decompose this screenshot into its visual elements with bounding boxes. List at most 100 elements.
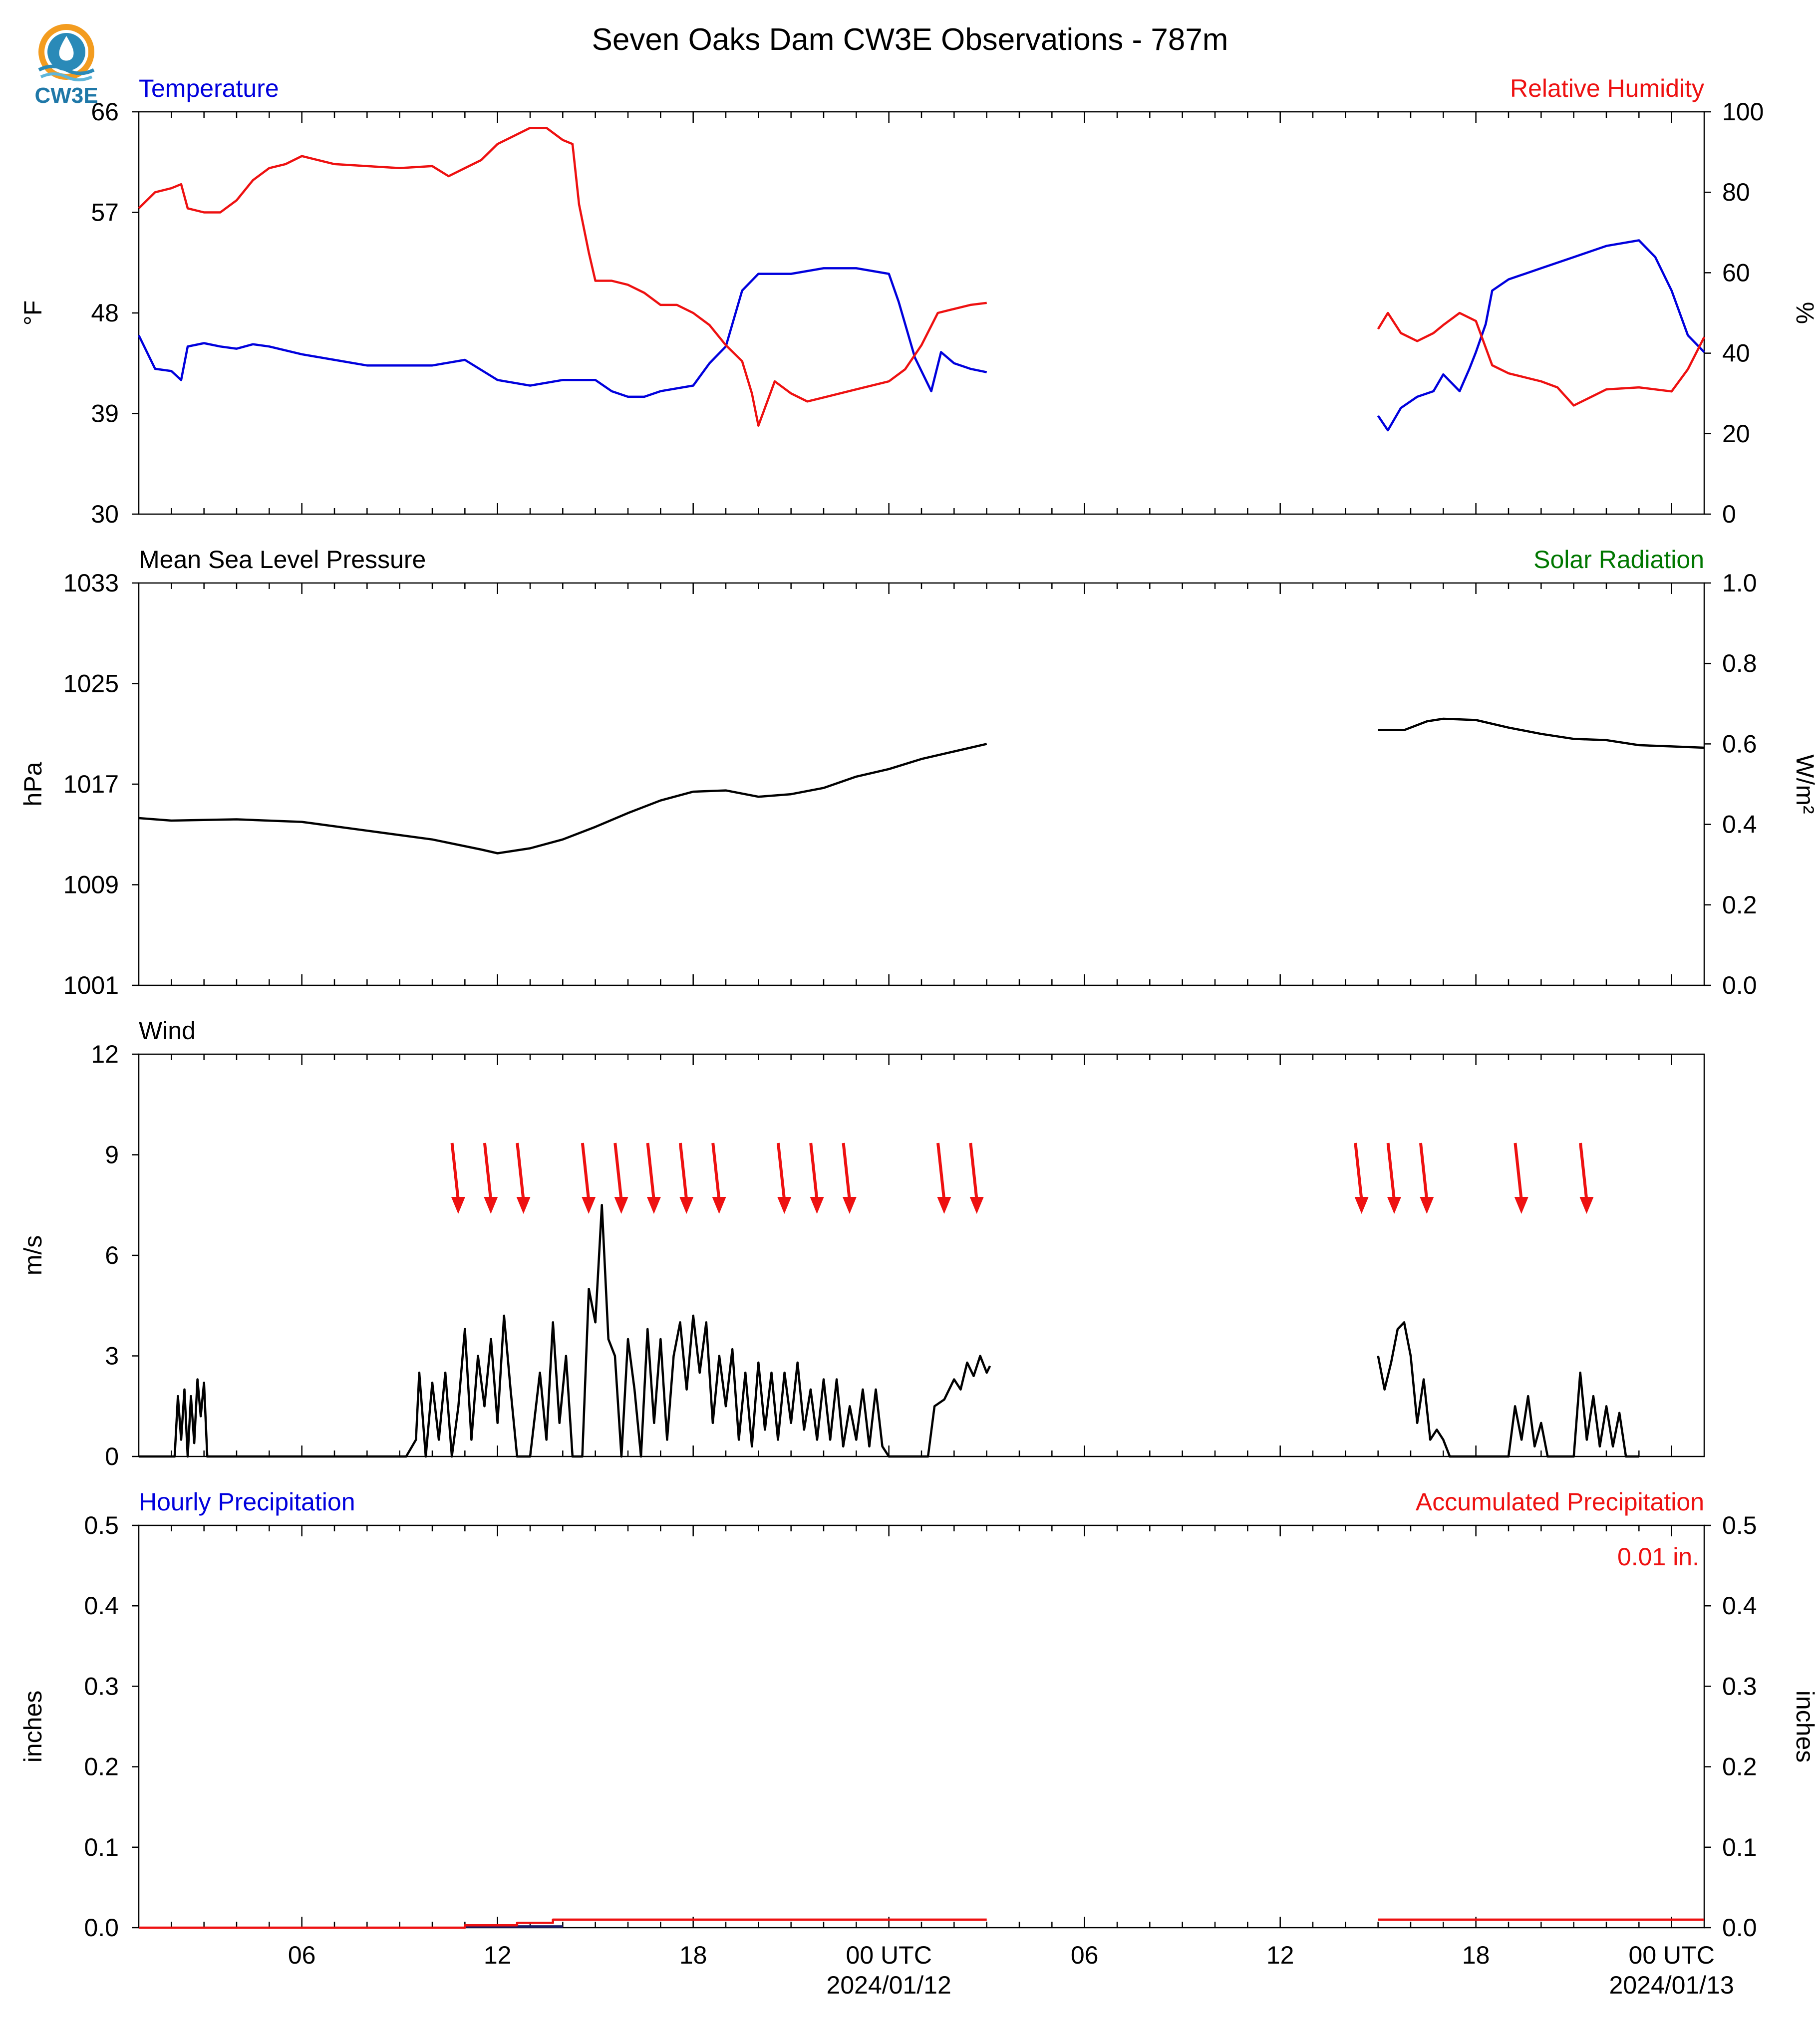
x-tick-label: 00 UTC — [1629, 1941, 1715, 1969]
series-line-wind — [139, 1204, 991, 1458]
y-tick-label: 0.1 — [84, 1833, 119, 1861]
y-right-tick-label: 0.5 — [1722, 1511, 1757, 1539]
x-date-label: 2024/01/12 — [827, 1971, 951, 1999]
y-right-tick-label: 0.6 — [1722, 730, 1757, 758]
wind-direction-arrow — [969, 1143, 978, 1200]
wind-arrowhead — [451, 1197, 465, 1214]
y-tick-label: 39 — [91, 400, 119, 428]
wind-direction-arrow — [450, 1143, 460, 1200]
wind-arrowhead — [1387, 1197, 1401, 1214]
y-right-tick-label: 0.2 — [1722, 891, 1757, 919]
y-right-tick-label: 20 — [1722, 420, 1750, 448]
series-line-mean-sea-level-pressure — [138, 743, 987, 855]
wind-direction-arrow — [516, 1143, 525, 1200]
y-right-axis-label: inches — [1791, 1691, 1819, 1763]
x-date-label: 2024/01/13 — [1609, 1971, 1734, 1999]
x-tick-label: 18 — [679, 1941, 707, 1969]
water-drop-icon — [59, 36, 74, 61]
logo-text: CW3E — [34, 83, 98, 108]
y-tick-label: 12 — [91, 1040, 119, 1068]
wind-arrowhead — [810, 1197, 824, 1214]
x-tick-label: 00 UTC — [846, 1941, 932, 1969]
panel-temp_rh — [132, 111, 1711, 515]
y-tick-label: 9 — [105, 1141, 119, 1169]
y-right-tick-label: 0.2 — [1722, 1753, 1757, 1781]
series-line-accumulated-precipitation — [139, 1918, 987, 1929]
y-tick-label: 0 — [105, 1443, 119, 1470]
wind-arrowhead — [679, 1197, 694, 1214]
wind-arrowhead — [1420, 1197, 1434, 1214]
y-right-tick-label: 0.0 — [1722, 971, 1757, 999]
wind-direction-arrow — [581, 1143, 591, 1200]
y-tick-label: 48 — [91, 299, 119, 327]
wind-direction-arrow — [678, 1143, 688, 1200]
panel-left-title: Wind — [139, 1017, 196, 1045]
wind-direction-arrow — [1386, 1143, 1396, 1200]
accumulated-total-label: 0.01 in. — [1617, 1543, 1699, 1571]
wind-direction-arrow — [613, 1143, 623, 1200]
wind-arrowhead — [484, 1197, 498, 1214]
series-line-mean-sea-level-pressure — [1378, 717, 1705, 749]
x-tick-label: 12 — [1266, 1941, 1294, 1969]
y-axis-label: hPa — [19, 762, 47, 806]
y-tick-label: 0.3 — [84, 1672, 119, 1700]
y-tick-label: 66 — [91, 98, 119, 126]
wind-arrowhead — [1579, 1197, 1594, 1214]
y-right-tick-label: 0 — [1722, 500, 1736, 528]
plot-frame — [138, 1524, 1705, 1929]
x-tick-label: 06 — [288, 1941, 316, 1969]
y-right-tick-label: 40 — [1722, 339, 1750, 367]
y-tick-label: 1025 — [63, 670, 119, 698]
x-tick-label: 06 — [1071, 1941, 1099, 1969]
y-tick-label: 0.4 — [84, 1592, 119, 1620]
x-tick-label: 18 — [1462, 1941, 1490, 1969]
y-right-tick-label: 0.4 — [1722, 1592, 1757, 1620]
y-right-tick-label: 0.0 — [1722, 1914, 1757, 1942]
wind-direction-arrow — [1354, 1143, 1363, 1200]
cw3e-logo: CW3E — [34, 24, 98, 108]
y-axis-label: °F — [19, 300, 47, 326]
y-tick-label: 0.0 — [84, 1914, 119, 1942]
plot-frame — [138, 1053, 1705, 1457]
y-tick-label: 1009 — [63, 871, 119, 899]
wind-direction-arrow — [1579, 1143, 1588, 1200]
wind-direction-arrow — [711, 1143, 721, 1200]
wind-direction-arrow — [646, 1143, 655, 1200]
y-right-tick-label: 80 — [1722, 178, 1750, 206]
y-tick-label: 0.2 — [84, 1753, 119, 1781]
wind-direction-arrow — [842, 1143, 851, 1200]
wind-arrowhead — [516, 1197, 531, 1214]
y-right-tick-label: 0.8 — [1722, 649, 1757, 677]
y-right-tick-label: 60 — [1722, 259, 1750, 287]
y-tick-label: 57 — [91, 199, 119, 227]
wind-direction-arrow — [776, 1143, 786, 1200]
series-line-temperature — [137, 267, 987, 398]
y-right-axis-label: W/m² — [1791, 754, 1819, 814]
series-line-relative-humidity — [138, 126, 987, 427]
panel-left-title: Mean Sea Level Pressure — [139, 546, 426, 574]
y-tick-label: 30 — [91, 500, 119, 528]
y-tick-label: 6 — [105, 1241, 119, 1269]
wind-arrowhead — [582, 1197, 596, 1214]
panel-left-title: Hourly Precipitation — [139, 1488, 355, 1516]
y-tick-label: 3 — [105, 1342, 119, 1370]
y-axis-label: inches — [19, 1691, 47, 1763]
y-right-tick-label: 0.1 — [1722, 1833, 1757, 1861]
x-tick-label: 12 — [484, 1941, 512, 1969]
plot-frame — [138, 582, 1705, 986]
wind-arrowhead — [842, 1197, 857, 1214]
wind-arrowhead — [937, 1197, 951, 1214]
chart-title: Seven Oaks Dam CW3E Observations - 787m — [592, 22, 1228, 57]
panel-right-title: Relative Humidity — [1510, 74, 1704, 102]
panel-wind — [132, 1053, 1705, 1458]
plot-frame — [138, 111, 1705, 515]
wind-direction-arrow — [483, 1143, 493, 1200]
y-axis-label: m/s — [19, 1235, 47, 1276]
series-line-temperature — [1377, 239, 1705, 432]
y-tick-label: 1001 — [63, 971, 119, 999]
y-right-tick-label: 0.3 — [1722, 1672, 1757, 1700]
hourly-precip-bar — [465, 1925, 563, 1928]
panel-right-title: Accumulated Precipitation — [1416, 1488, 1704, 1516]
y-tick-label: 1033 — [63, 569, 119, 597]
